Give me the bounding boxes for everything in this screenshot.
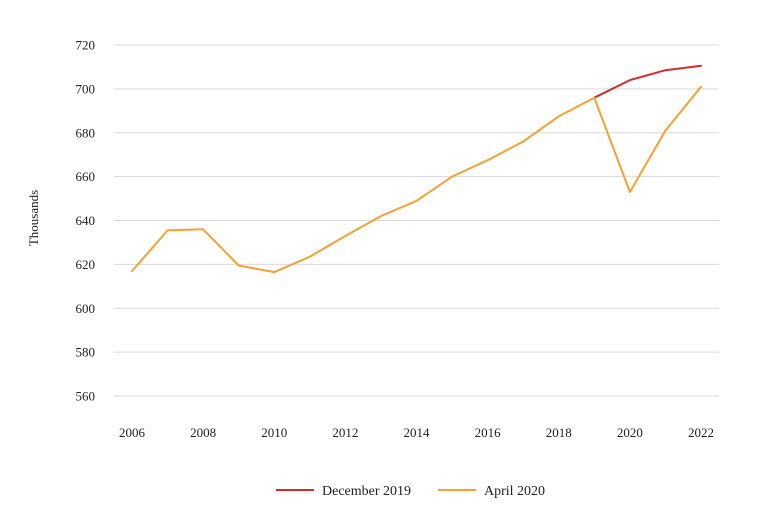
x-tick-label: 2018 xyxy=(546,425,572,440)
y-tick-label: 700 xyxy=(76,81,96,96)
series-line-december-2019 xyxy=(593,64,702,99)
y-tick-label: 660 xyxy=(76,169,96,184)
series-lines xyxy=(131,64,702,274)
legend-label: April 2020 xyxy=(484,484,545,499)
legend-label: December 2019 xyxy=(322,484,411,499)
y-tick-label: 600 xyxy=(76,301,96,316)
x-tick-label: 2006 xyxy=(119,425,146,440)
y-tick-label: 640 xyxy=(76,213,96,228)
x-tick-label: 2016 xyxy=(475,425,502,440)
x-tick-label: 2020 xyxy=(617,425,643,440)
y-tick-label: 560 xyxy=(76,389,96,404)
y-tick-label: 720 xyxy=(76,38,96,53)
x-tick-label: 2012 xyxy=(332,425,358,440)
x-axis-ticks: 2006 2008 2010 2012 2014 2016 2018 2020 2022 xyxy=(119,425,714,440)
y-tick-label: 620 xyxy=(76,257,96,272)
grid xyxy=(114,44,719,397)
legend: December 2019 April 2020 xyxy=(276,484,545,499)
series-line-april-2020 xyxy=(131,85,702,274)
y-tick-label: 580 xyxy=(76,345,96,360)
y-axis-ticks: 560 580 600 620 640 660 680 700 720 xyxy=(76,38,96,404)
x-tick-label: 2010 xyxy=(261,425,287,440)
y-tick-label: 680 xyxy=(76,125,96,140)
x-tick-label: 2008 xyxy=(190,425,216,440)
x-tick-label: 2022 xyxy=(688,425,714,440)
y-axis-title: Thousands xyxy=(26,190,41,246)
x-tick-label: 2014 xyxy=(404,425,431,440)
